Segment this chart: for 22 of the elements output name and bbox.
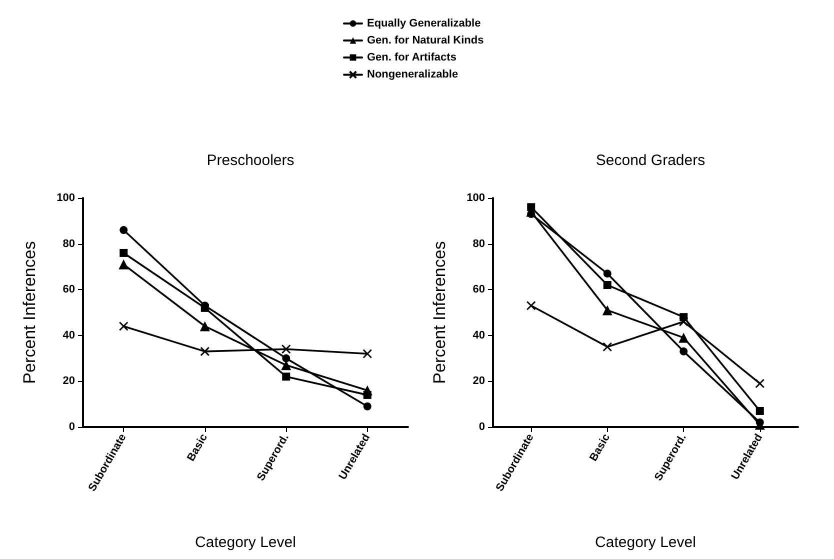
y-axis-title: Percent Inferences (430, 241, 449, 384)
y-tick-label: 0 (478, 421, 485, 433)
y-tick-label: 0 (68, 421, 75, 433)
y-tick-label: 100 (466, 192, 485, 204)
legend-label: Gen. for Natural Kinds (367, 34, 484, 46)
y-tick-label: 40 (62, 329, 75, 342)
y-tick-label: 100 (56, 192, 75, 204)
y-tick-label: 80 (62, 238, 75, 250)
legend-label: Equally Generalizable (367, 18, 481, 30)
y-tick-label: 40 (472, 329, 485, 342)
x-axis-title: Category Level (195, 534, 296, 551)
x-axis-title: Category Level (595, 534, 696, 551)
y-tick-label: 60 (62, 284, 75, 296)
y-tick-label: 20 (62, 375, 75, 388)
legend-label: Gen. for Artifacts (367, 52, 456, 64)
legend-label: Nongeneralizable (367, 68, 458, 81)
chart-title: Preschoolers (206, 152, 294, 169)
chart-title: Second Graders (596, 152, 706, 169)
y-tick-label: 80 (472, 238, 485, 250)
y-tick-label: 60 (472, 284, 485, 296)
y-axis-title: Percent Inferences (20, 241, 39, 384)
y-tick-label: 20 (472, 375, 485, 388)
